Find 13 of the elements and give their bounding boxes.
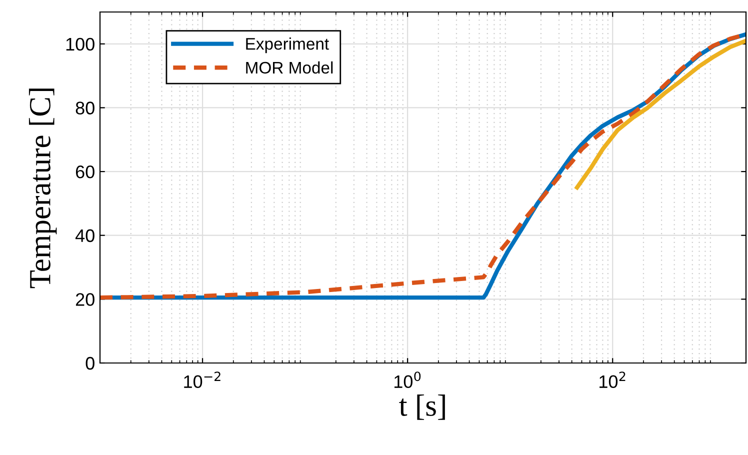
x-tick-label: 10$^{0}$ (394, 372, 421, 388)
y-tick-label: 20 (76, 293, 94, 306)
y-tick-label: 100 (66, 38, 94, 51)
y-tick-label: 40 (75, 229, 94, 242)
y-tick-label: 0 (86, 356, 94, 370)
x-axis-title: t [s] (399, 394, 445, 420)
x-tick-label: 10$^{−2}$ (184, 372, 220, 388)
y-axis-title: Temperature [C] (28, 88, 57, 288)
x-tick-label: 10$^{2}$ (600, 372, 626, 388)
legend-label: MOR Model (246, 61, 333, 74)
y-tick-label: 60 (76, 165, 94, 178)
y-tick-label: 80 (76, 102, 94, 114)
legend-label: Experiment (246, 38, 329, 54)
